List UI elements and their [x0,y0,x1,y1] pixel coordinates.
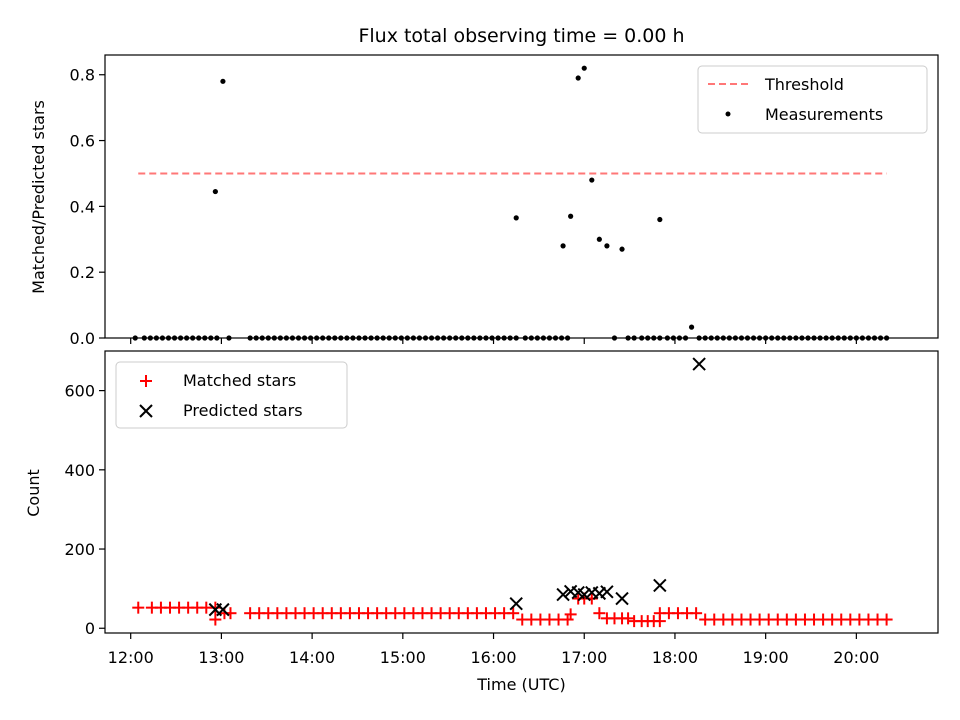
predicted-legend-label: Predicted stars [183,401,303,420]
x-tick-label: 17:00 [561,648,607,667]
measurements-legend-label: Measurements [765,105,883,124]
matched-star-point [690,607,703,620]
top-y-axis-label: Matched/Predicted stars [29,100,48,294]
top-y-tick-label: 0.8 [70,66,95,85]
predicted-star-point [615,591,629,606]
matched-star-point [880,613,893,626]
predicted-star-point [509,596,523,611]
predicted-star-point [556,587,570,602]
top-legend-box [697,65,928,134]
measurement-point [220,78,226,84]
measurement-point [596,236,602,242]
predicted-star-point [216,602,230,617]
top-y-tick-label: 0.0 [70,329,95,348]
matched-star-point [564,608,577,621]
matched-star-point [209,601,222,614]
x-tick-label: 13:00 [198,648,244,667]
measurement-point [581,65,587,71]
predicted-star-point [577,587,591,602]
bottom-legend-box [115,361,348,429]
bottom-y-axis-label: Count [24,469,43,517]
matched-star-point [507,607,520,620]
measurement-point [589,177,595,183]
x-tick-label: 15:00 [380,648,426,667]
bottom-y-tick-label: 400 [64,461,95,480]
measurement-point [604,243,610,249]
measurement-point [212,188,218,195]
bottom-x-ticks: 12:00 13:00 14:00 15:00 16:00 17:00 18:00 19:00… [108,633,879,667]
predicted-star-point [692,357,706,371]
predicted-legend-swatch [139,404,153,418]
bottom-panel: Count Time (UTC) 0 200 400 600 12:00 13:00 14… [24,350,939,694]
matched-legend-swatch [140,375,152,387]
bottom-y-tick-label: 200 [64,540,95,559]
predicted-star-point [653,578,667,593]
x-tick-label: 19:00 [743,648,789,667]
bottom-y-tick-label: 0 [85,619,95,638]
top-y-tick-label: 0.2 [70,263,95,282]
measurement-point [568,213,574,219]
bottom-axes-frame [104,350,939,634]
measurement-point [575,75,581,81]
x-tick-label: 16:00 [470,648,516,667]
matched-star-point [593,607,606,620]
top-y-tick-label: 0.4 [70,197,95,216]
matched-star-point [132,601,145,614]
x-tick-label: 18:00 [652,648,698,667]
measurement-point [688,324,695,330]
top-panel: Flux total observing time = 0.00 h Match… [29,25,939,348]
top-axes-frame [104,54,939,339]
measurement-point [619,246,625,252]
bottom-plot-area [132,357,893,628]
x-tick-label: 20:00 [833,648,879,667]
bottom-y-ticks: 0 200 400 600 [64,382,105,638]
matched-star-point [209,613,222,626]
chart-title: Flux total observing time = 0.00 h [358,25,684,47]
predicted-star-point [600,585,614,599]
measurement-point [513,215,519,221]
top-legend: Threshold Measurements [697,65,928,134]
threshold-legend-label: Threshold [764,75,844,94]
bottom-legend: Matched stars Predicted stars [115,361,348,429]
bottom-y-tick-label: 600 [64,382,95,401]
measurements-legend-swatch [725,111,731,117]
measurement-point [560,243,566,249]
top-y-ticks: 0.0 0.2 0.4 0.6 0.8 [70,66,105,348]
matched-legend-label: Matched stars [183,371,296,390]
top-y-tick-label: 0.6 [70,132,95,151]
x-tick-label: 14:00 [289,648,335,667]
measurement-point [657,216,663,223]
matched-star-point [622,612,635,625]
x-axis-label: Time (UTC) [476,675,565,694]
x-tick-label: 12:00 [108,648,154,667]
